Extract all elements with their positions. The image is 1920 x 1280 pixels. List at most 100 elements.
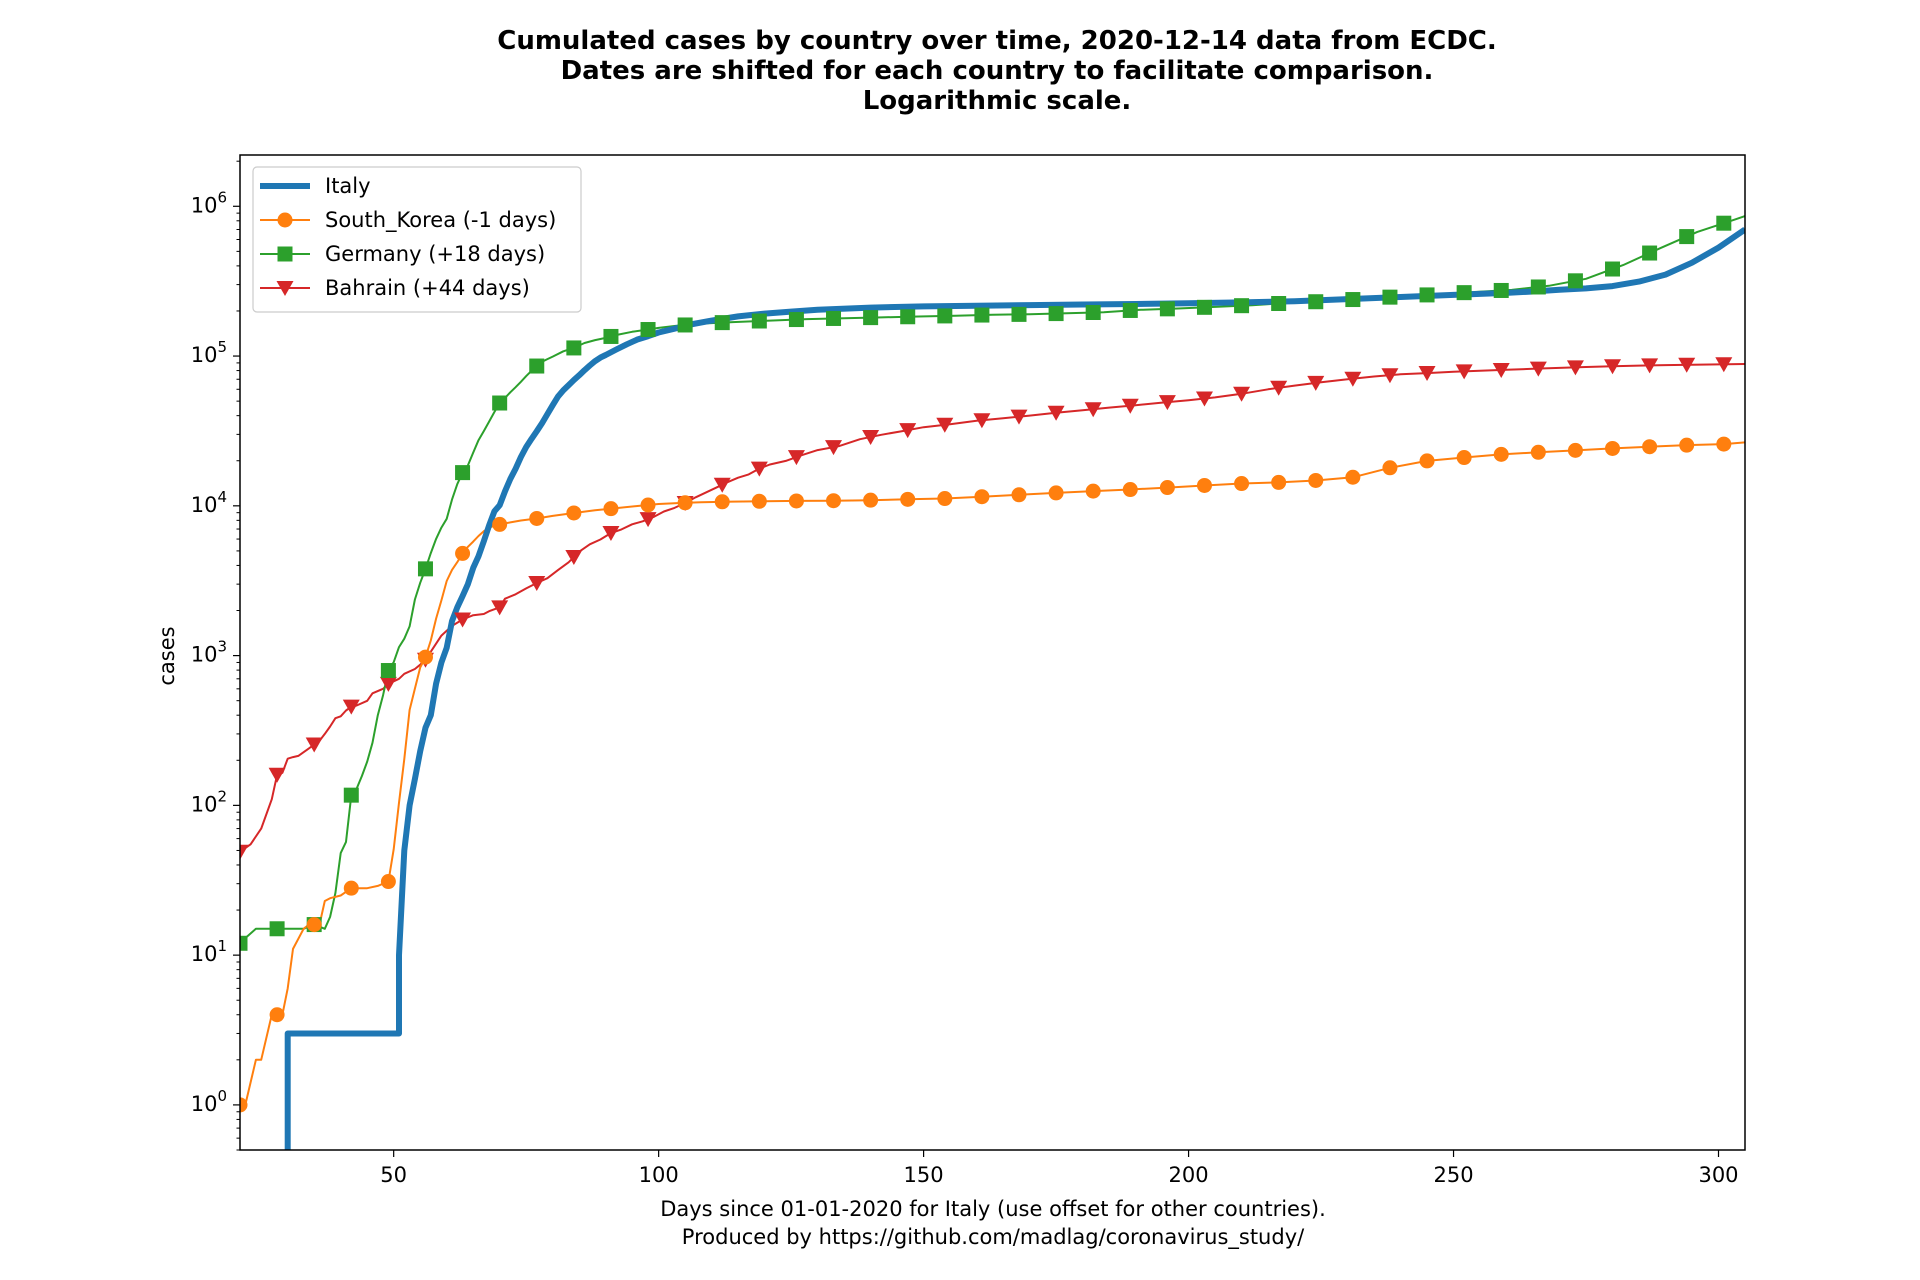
marker-south-korea-1-days — [1271, 474, 1287, 490]
marker-germany-18-days — [863, 310, 879, 326]
x-tick-label: 100 — [639, 1163, 679, 1187]
marker-bahrain-44-days — [1270, 380, 1288, 396]
marker-germany-18-days — [1605, 261, 1621, 277]
marker-south-korea-1-days — [1530, 444, 1546, 460]
chart-title-line-3: Logarithmic scale. — [863, 86, 1132, 116]
legend-label-germany-18-days: Germany (+18 days) — [325, 242, 545, 266]
marker-south-korea-1-days — [1234, 476, 1250, 492]
marker-south-korea-1-days — [937, 491, 953, 507]
marker-south-korea-1-days — [603, 501, 619, 517]
marker-bahrain-44-days — [936, 417, 954, 433]
marker-south-korea-1-days — [1567, 442, 1583, 458]
marker-bahrain-44-days — [1233, 386, 1251, 402]
marker-germany-18-days — [1679, 229, 1695, 245]
marker-bahrain-44-days — [1492, 362, 1510, 378]
y-tick-label: 101 — [191, 937, 227, 966]
marker-bahrain-44-days — [1529, 361, 1547, 377]
marker-germany-18-days — [455, 465, 471, 481]
x-tick-label: 300 — [1698, 1163, 1738, 1187]
marker-bahrain-44-days — [1084, 402, 1102, 418]
marker-south-korea-1-days — [1419, 453, 1435, 469]
marker-germany-18-days — [269, 921, 285, 937]
legend-label-bahrain-44-days: Bahrain (+44 days) — [325, 276, 530, 300]
y-axis-label: cases — [155, 626, 179, 685]
legend-box — [252, 166, 582, 313]
marker-south-korea-1-days — [1159, 480, 1175, 496]
x-tick-label: 200 — [1169, 1163, 1209, 1187]
chart-title-line-2: Dates are shifted for each country to fa… — [561, 56, 1434, 86]
y-axis: 100 101 102 103 104 105 106 — [191, 160, 240, 1151]
marker-germany-18-days — [1048, 306, 1064, 322]
marker-germany-18-days — [529, 358, 545, 374]
marker-germany-18-days — [566, 340, 582, 356]
marker-south-korea-1-days — [1382, 460, 1398, 476]
x-axis: 50 100 150 200 250 300 — [380, 1150, 1739, 1187]
y-tick-label: 102 — [191, 787, 227, 816]
x-tick-label: 150 — [904, 1163, 944, 1187]
marker-germany-18-days — [826, 310, 842, 326]
marker-germany-18-days — [1011, 306, 1027, 322]
series-line-germany-18-days — [240, 215, 1745, 945]
marker-germany-18-days — [417, 561, 433, 577]
marker-germany-18-days — [240, 935, 248, 951]
marker-bahrain-44-days — [1344, 371, 1362, 387]
legend-marker-germany-18-days — [277, 246, 293, 262]
marker-bahrain-44-days — [973, 413, 991, 429]
marker-south-korea-1-days — [1493, 446, 1509, 462]
marker-bahrain-44-days — [1641, 358, 1659, 374]
marker-bahrain-44-days — [1678, 357, 1696, 373]
marker-germany-18-days — [1530, 279, 1546, 295]
marker-germany-18-days — [1567, 273, 1583, 289]
marker-bahrain-44-days — [1381, 368, 1399, 384]
marker-bahrain-44-days — [750, 461, 768, 477]
marker-germany-18-days — [1196, 299, 1212, 315]
marker-south-korea-1-days — [974, 489, 990, 505]
chart-title-line-1: Cumulated cases by country over time, 20… — [497, 26, 1497, 56]
marker-bahrain-44-days — [1121, 398, 1139, 414]
marker-layer — [240, 215, 1733, 1113]
marker-south-korea-1-days — [1048, 485, 1064, 501]
marker-south-korea-1-days — [529, 510, 545, 526]
marker-germany-18-days — [492, 395, 508, 411]
marker-south-korea-1-days — [788, 493, 804, 509]
marker-germany-18-days — [1308, 294, 1324, 310]
marker-south-korea-1-days — [417, 649, 433, 665]
marker-germany-18-days — [677, 317, 693, 333]
marker-south-korea-1-days — [863, 492, 879, 508]
marker-bahrain-44-days — [825, 440, 843, 456]
marker-germany-18-days — [1493, 282, 1509, 298]
marker-bahrain-44-days — [565, 549, 583, 565]
marker-south-korea-1-days — [751, 493, 767, 509]
legend-label-italy: Italy — [325, 174, 371, 198]
marker-south-korea-1-days — [1679, 437, 1695, 453]
marker-bahrain-44-days — [240, 844, 249, 860]
marker-south-korea-1-days — [826, 493, 842, 509]
marker-germany-18-days — [343, 787, 359, 803]
marker-south-korea-1-days — [1196, 477, 1212, 493]
marker-south-korea-1-days — [566, 505, 582, 521]
legend-label-south-korea-1-days: South_Korea (-1 days) — [325, 208, 556, 233]
marker-germany-18-days — [640, 322, 656, 338]
marker-bahrain-44-days — [491, 600, 509, 616]
marker-south-korea-1-days — [1642, 439, 1658, 455]
marker-south-korea-1-days — [240, 1097, 248, 1113]
marker-germany-18-days — [714, 315, 730, 331]
marker-germany-18-days — [1271, 296, 1287, 312]
marker-bahrain-44-days — [639, 512, 657, 528]
marker-south-korea-1-days — [492, 516, 508, 532]
marker-bahrain-44-days — [528, 576, 546, 592]
marker-germany-18-days — [1419, 287, 1435, 303]
marker-bahrain-44-days — [342, 699, 360, 715]
marker-south-korea-1-days — [343, 880, 359, 896]
marker-germany-18-days — [788, 312, 804, 328]
legend-marker-south-korea-1-days — [277, 212, 293, 228]
marker-bahrain-44-days — [379, 676, 397, 692]
marker-germany-18-days — [380, 663, 396, 679]
marker-bahrain-44-days — [454, 612, 472, 628]
marker-bahrain-44-days — [1566, 360, 1584, 376]
legend-marker-bahrain-44-days — [276, 281, 294, 296]
marker-south-korea-1-days — [455, 545, 471, 561]
marker-bahrain-44-days — [602, 526, 620, 542]
marker-bahrain-44-days — [899, 423, 917, 439]
marker-south-korea-1-days — [1011, 487, 1027, 503]
